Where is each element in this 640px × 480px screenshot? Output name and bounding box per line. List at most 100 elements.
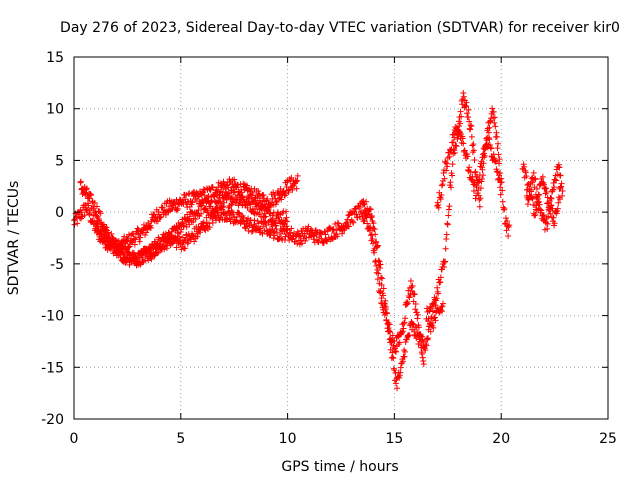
x-tick-label: 5: [176, 431, 185, 447]
data-point: [371, 226, 378, 233]
data-point: [375, 270, 382, 277]
data-point: [137, 261, 144, 268]
data-point: [411, 291, 418, 298]
y-tick-label: -20: [41, 412, 64, 428]
data-point: [363, 198, 370, 205]
data-point: [389, 354, 396, 361]
data-point: [394, 385, 401, 392]
data-point: [83, 206, 90, 213]
data-point: [479, 154, 486, 161]
data-point: [450, 131, 457, 138]
data-point: [417, 333, 424, 340]
data-point: [158, 245, 165, 252]
data-point: [194, 233, 201, 240]
data-points: [71, 89, 566, 392]
data-point: [285, 189, 292, 196]
data-point: [419, 354, 426, 361]
data-point: [549, 187, 556, 194]
data-point: [294, 177, 301, 184]
data-point: [559, 187, 566, 194]
data-point: [438, 191, 445, 198]
data-point: [218, 204, 225, 211]
data-point: [490, 108, 497, 115]
series-track-c: [92, 203, 301, 268]
data-point: [205, 194, 212, 201]
data-point: [491, 119, 498, 126]
data-point: [430, 324, 437, 331]
data-point: [401, 353, 408, 360]
data-point: [396, 374, 403, 381]
data-point: [284, 226, 291, 233]
data-point: [322, 231, 329, 238]
data-point: [145, 250, 152, 257]
data-point: [445, 206, 452, 213]
data-point: [533, 194, 540, 201]
data-point: [396, 372, 403, 379]
data-point: [457, 108, 464, 115]
data-point: [431, 314, 438, 321]
data-point: [548, 195, 555, 202]
data-point: [85, 210, 92, 217]
y-tick-label: 5: [55, 153, 64, 169]
data-point: [420, 361, 427, 368]
data-point: [459, 135, 466, 142]
data-point: [315, 239, 322, 246]
data-point: [376, 280, 383, 287]
data-point: [288, 225, 295, 232]
x-tick-label: 20: [492, 431, 510, 447]
data-point: [265, 204, 272, 211]
data-point: [155, 249, 162, 256]
data-point: [559, 192, 566, 199]
data-point: [184, 240, 191, 247]
data-point: [481, 150, 488, 157]
data-point: [275, 214, 282, 221]
data-point: [504, 218, 511, 225]
data-point: [100, 226, 107, 233]
x-axis-ticks: 0 5 10 15 20 25: [70, 57, 617, 447]
data-point: [409, 287, 416, 294]
data-point: [492, 123, 499, 130]
data-point: [143, 229, 150, 236]
data-point: [401, 319, 408, 326]
data-point: [460, 140, 467, 147]
data-point: [154, 250, 161, 257]
data-point: [444, 163, 451, 170]
data-point: [452, 142, 459, 149]
data-point: [106, 232, 113, 239]
data-point: [453, 143, 460, 150]
data-point: [553, 177, 560, 184]
data-point: [497, 179, 504, 186]
data-point: [494, 140, 501, 147]
data-point: [185, 216, 192, 223]
data-point: [251, 217, 258, 224]
data-point: [403, 336, 410, 343]
data-point: [443, 235, 450, 242]
data-point: [438, 182, 445, 189]
data-point: [480, 151, 487, 158]
x-tick-label: 15: [385, 431, 403, 447]
data-point: [175, 230, 182, 237]
data-point: [131, 235, 138, 242]
data-point: [173, 244, 180, 251]
data-point: [532, 212, 539, 219]
data-point: [201, 192, 208, 199]
data-point: [228, 207, 235, 214]
data-point: [506, 222, 513, 229]
data-point: [558, 180, 565, 187]
data-point: [109, 237, 116, 244]
data-point: [448, 149, 455, 156]
data-point: [555, 199, 562, 206]
data-point: [469, 142, 476, 149]
data-point: [93, 212, 100, 219]
data-point: [186, 190, 193, 197]
data-point: [525, 196, 532, 203]
data-point: [271, 232, 278, 239]
data-point: [283, 223, 290, 230]
data-point: [245, 194, 252, 201]
data-point: [205, 193, 212, 200]
data-point: [95, 227, 102, 234]
data-point: [346, 223, 353, 230]
data-point: [470, 147, 477, 154]
data-point: [444, 220, 451, 227]
data-point: [494, 169, 501, 176]
